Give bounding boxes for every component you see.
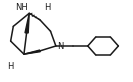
Polygon shape <box>24 50 40 54</box>
Text: H: H <box>44 3 50 12</box>
Text: N: N <box>57 42 64 51</box>
Text: H: H <box>7 62 14 71</box>
Polygon shape <box>25 13 29 33</box>
Text: NH: NH <box>15 3 28 12</box>
